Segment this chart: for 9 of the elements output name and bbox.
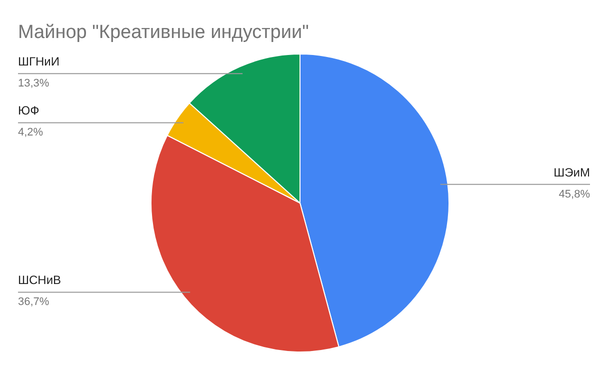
slice-label: ШЭиМ [554, 165, 590, 180]
chart-title: Майнор "Креативные индустрии" [18, 22, 309, 43]
data-label: 36,7% [18, 296, 50, 308]
slice-label: ЮФ [18, 104, 40, 118]
data-label: 45,8% [558, 188, 590, 200]
data-label: 13,3% [18, 78, 50, 90]
slice-label: ШСНиВ [18, 273, 62, 288]
slice-label: ШГНиИ [18, 54, 60, 69]
data-label: 4,2% [18, 126, 44, 139]
